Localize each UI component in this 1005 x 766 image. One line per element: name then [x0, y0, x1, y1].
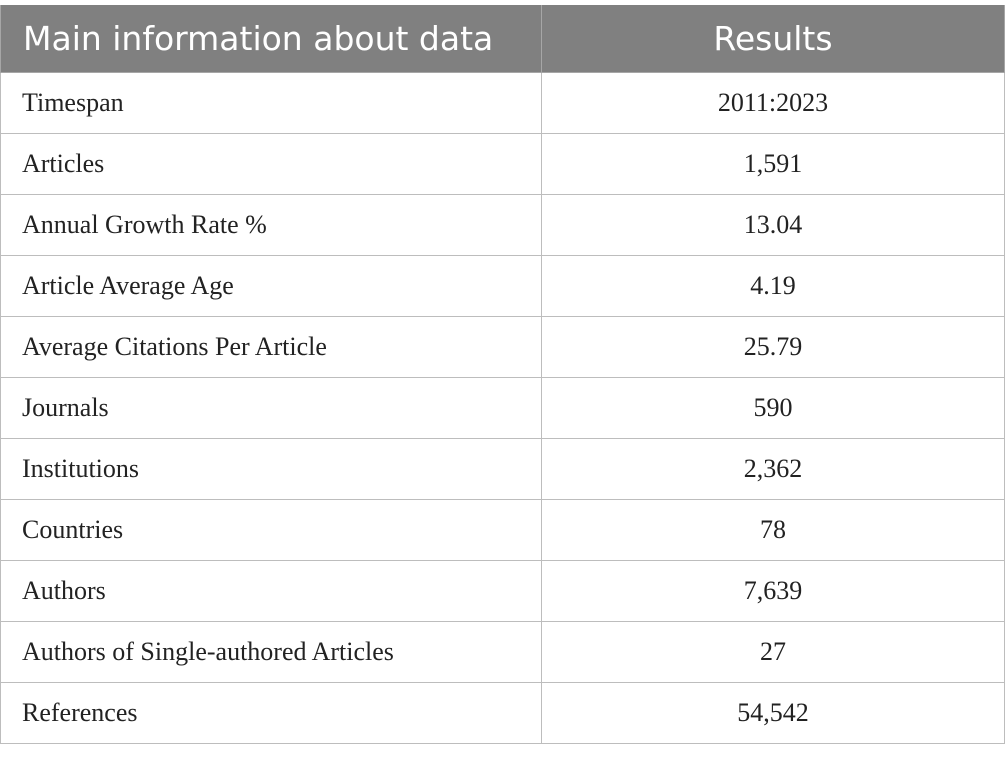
table-row: Authors 7,639 [0, 560, 1005, 622]
data-summary-table-container: Main information about data Results Time… [0, 5, 1005, 744]
table-row: Average Citations Per Article 25.79 [0, 316, 1005, 378]
row-value-journals: 590 [541, 377, 1005, 439]
table-row: Institutions 2,362 [0, 438, 1005, 500]
row-value-article-average-age: 4.19 [541, 255, 1005, 317]
row-label-references: References [0, 682, 542, 744]
header-results: Results [541, 5, 1005, 73]
row-label-average-citations: Average Citations Per Article [0, 316, 542, 378]
row-value-countries: 78 [541, 499, 1005, 561]
row-value-references: 54,542 [541, 682, 1005, 744]
row-value-authors: 7,639 [541, 560, 1005, 622]
row-label-single-authored: Authors of Single-authored Articles [0, 621, 542, 683]
table-row: Articles 1,591 [0, 133, 1005, 195]
row-label-journals: Journals [0, 377, 542, 439]
table-row: Countries 78 [0, 499, 1005, 561]
row-label-countries: Countries [0, 499, 542, 561]
row-label-institutions: Institutions [0, 438, 542, 500]
table-row: Journals 590 [0, 377, 1005, 439]
row-value-institutions: 2,362 [541, 438, 1005, 500]
row-value-single-authored: 27 [541, 621, 1005, 683]
row-value-timespan: 2011:2023 [541, 72, 1005, 134]
row-label-timespan: Timespan [0, 72, 542, 134]
table-row: Authors of Single-authored Articles 27 [0, 621, 1005, 683]
row-label-authors: Authors [0, 560, 542, 622]
row-label-annual-growth-rate: Annual Growth Rate % [0, 194, 542, 256]
table-row: Annual Growth Rate % 13.04 [0, 194, 1005, 256]
row-value-articles: 1,591 [541, 133, 1005, 195]
table-row: References 54,542 [0, 682, 1005, 744]
table-header-row: Main information about data Results [0, 5, 1005, 73]
table-row: Timespan 2011:2023 [0, 72, 1005, 134]
data-summary-table: Main information about data Results Time… [0, 5, 1005, 744]
row-value-average-citations: 25.79 [541, 316, 1005, 378]
row-label-articles: Articles [0, 133, 542, 195]
header-main-information: Main information about data [0, 5, 542, 73]
row-value-annual-growth-rate: 13.04 [541, 194, 1005, 256]
table-row: Article Average Age 4.19 [0, 255, 1005, 317]
row-label-article-average-age: Article Average Age [0, 255, 542, 317]
